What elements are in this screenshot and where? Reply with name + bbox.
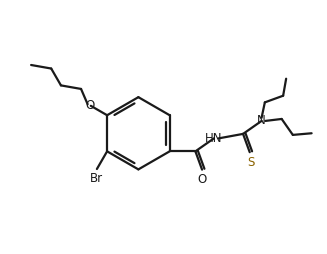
Text: O: O: [85, 99, 95, 112]
Text: Br: Br: [90, 171, 103, 184]
Text: N: N: [257, 115, 266, 128]
Text: O: O: [198, 173, 207, 186]
Text: S: S: [247, 156, 254, 169]
Text: HN: HN: [205, 132, 223, 145]
